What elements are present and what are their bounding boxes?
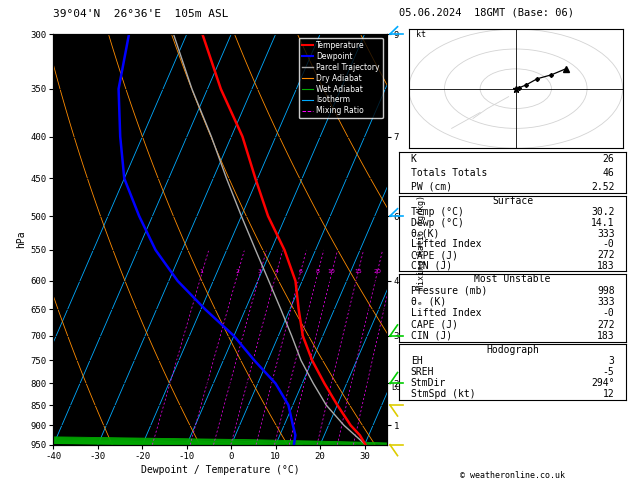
Text: 8: 8 bbox=[316, 269, 320, 274]
Text: Lifted Index: Lifted Index bbox=[411, 239, 481, 249]
Text: StmDir: StmDir bbox=[411, 378, 446, 388]
Text: 20: 20 bbox=[373, 269, 381, 274]
Legend: Temperature, Dewpoint, Parcel Trajectory, Dry Adiabat, Wet Adiabat, Isotherm, Mi: Temperature, Dewpoint, Parcel Trajectory… bbox=[299, 38, 383, 119]
Text: 15: 15 bbox=[354, 269, 362, 274]
Text: CAPE (J): CAPE (J) bbox=[411, 250, 458, 260]
Text: 6: 6 bbox=[298, 269, 302, 274]
Text: LCL: LCL bbox=[391, 382, 404, 392]
Text: CIN (J): CIN (J) bbox=[411, 261, 452, 271]
Text: 30.2: 30.2 bbox=[591, 207, 615, 217]
Text: 05.06.2024  18GMT (Base: 06): 05.06.2024 18GMT (Base: 06) bbox=[399, 7, 574, 17]
Text: 3: 3 bbox=[258, 269, 262, 274]
Text: 272: 272 bbox=[597, 320, 615, 330]
Text: 4: 4 bbox=[274, 269, 278, 274]
Text: 12: 12 bbox=[603, 389, 615, 399]
Text: PW (cm): PW (cm) bbox=[411, 182, 452, 191]
Text: 1: 1 bbox=[200, 269, 204, 274]
Text: SREH: SREH bbox=[411, 367, 434, 377]
Text: 39°04'N  26°36'E  105m ASL: 39°04'N 26°36'E 105m ASL bbox=[53, 9, 229, 19]
Text: -5: -5 bbox=[603, 367, 615, 377]
Text: Most Unstable: Most Unstable bbox=[474, 274, 551, 284]
Text: 10: 10 bbox=[328, 269, 335, 274]
Text: θₑ(K): θₑ(K) bbox=[411, 228, 440, 239]
X-axis label: Dewpoint / Temperature (°C): Dewpoint / Temperature (°C) bbox=[141, 465, 299, 475]
Text: CAPE (J): CAPE (J) bbox=[411, 320, 458, 330]
Text: θₑ (K): θₑ (K) bbox=[411, 297, 446, 307]
Text: StmSpd (kt): StmSpd (kt) bbox=[411, 389, 476, 399]
Text: K: K bbox=[411, 154, 416, 164]
Text: 294°: 294° bbox=[591, 378, 615, 388]
Y-axis label: hPa: hPa bbox=[16, 230, 26, 248]
Text: 183: 183 bbox=[597, 331, 615, 341]
Text: Temp (°C): Temp (°C) bbox=[411, 207, 464, 217]
Text: 183: 183 bbox=[597, 261, 615, 271]
Y-axis label: km
ASL: km ASL bbox=[403, 231, 423, 247]
Text: Dewp (°C): Dewp (°C) bbox=[411, 218, 464, 228]
Text: 2.52: 2.52 bbox=[591, 182, 615, 191]
Text: 272: 272 bbox=[597, 250, 615, 260]
Text: CIN (J): CIN (J) bbox=[411, 331, 452, 341]
Text: Totals Totals: Totals Totals bbox=[411, 168, 487, 178]
Text: 3: 3 bbox=[609, 356, 615, 366]
Text: 14.1: 14.1 bbox=[591, 218, 615, 228]
Text: -0: -0 bbox=[603, 308, 615, 318]
Text: 26: 26 bbox=[603, 154, 615, 164]
Text: EH: EH bbox=[411, 356, 423, 366]
Text: 998: 998 bbox=[597, 286, 615, 295]
Text: Hodograph: Hodograph bbox=[486, 345, 539, 355]
Text: Pressure (mb): Pressure (mb) bbox=[411, 286, 487, 295]
Text: Mixing Ratio (g/kg): Mixing Ratio (g/kg) bbox=[417, 195, 426, 291]
Text: © weatheronline.co.uk: © weatheronline.co.uk bbox=[460, 471, 565, 480]
Text: 46: 46 bbox=[603, 168, 615, 178]
Text: -0: -0 bbox=[603, 239, 615, 249]
Text: 2: 2 bbox=[236, 269, 240, 274]
Text: kt: kt bbox=[416, 30, 426, 39]
Text: 333: 333 bbox=[597, 297, 615, 307]
Text: 333: 333 bbox=[597, 228, 615, 239]
Text: Lifted Index: Lifted Index bbox=[411, 308, 481, 318]
Text: Surface: Surface bbox=[492, 196, 533, 206]
